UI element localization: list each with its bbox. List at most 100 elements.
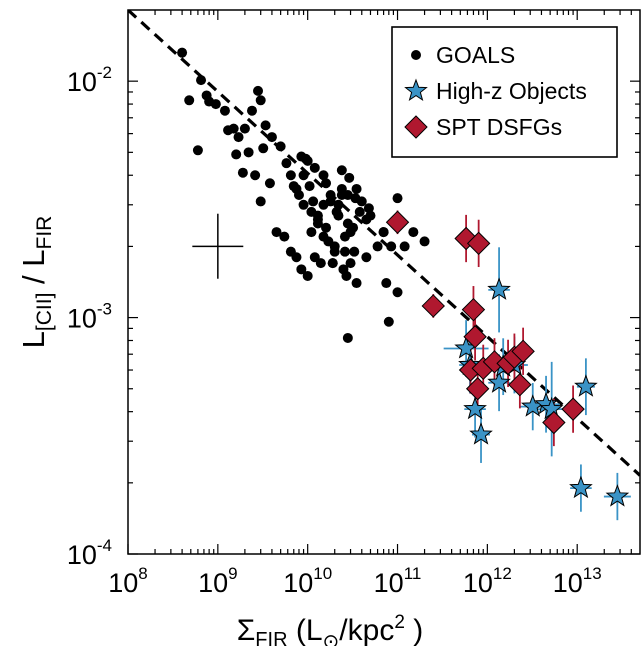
x-tick-label: 109 — [198, 564, 238, 598]
x-tick-base: 10 — [463, 568, 493, 598]
x-label-rest: (L — [288, 614, 323, 646]
x-tick-exp: 11 — [404, 564, 422, 583]
goals-point — [266, 132, 277, 143]
x-tick-label: 1011 — [374, 564, 422, 598]
legend: GOALS High-z Objects SPT DSFGs — [391, 26, 618, 158]
y-label-l1: L — [16, 331, 51, 348]
x-label-unit: /kpc — [339, 614, 394, 646]
goals-point — [302, 270, 313, 281]
y-tick-exp: -2 — [97, 63, 112, 82]
goals-point — [308, 196, 319, 207]
goals-point — [344, 172, 355, 183]
spt-point — [542, 410, 566, 435]
y-label-sub2: FIR — [33, 216, 56, 250]
legend-marker-spt — [404, 115, 428, 139]
goals-point — [318, 170, 329, 181]
spt-point — [461, 297, 486, 322]
goals-point — [271, 227, 282, 238]
goals-point — [419, 236, 430, 247]
y-tick-exp: -4 — [97, 536, 112, 555]
svg-text:ΣFIR (L⊙/kpc2 ): ΣFIR (L⊙/kpc2 ) — [237, 612, 423, 646]
x-label-main: Σ — [237, 614, 256, 646]
y-tick-label: 10-2 — [67, 63, 112, 97]
goals-point — [184, 95, 195, 106]
goals-point — [345, 258, 356, 269]
x-axis-label: ΣFIR (L⊙/kpc2 ) — [237, 612, 423, 651]
x-tick-base: 10 — [198, 568, 228, 598]
goals-point — [246, 105, 257, 116]
goals-point — [298, 199, 309, 210]
goals-point — [210, 99, 221, 110]
x-label-odot: ⊙ — [323, 631, 340, 646]
highz-point — [487, 277, 511, 300]
legend-label: High-z Objects — [436, 78, 587, 104]
highz-point — [463, 396, 487, 420]
goals-point — [231, 149, 242, 160]
goals-point — [306, 227, 317, 238]
goals-point — [315, 258, 326, 269]
goals-point — [339, 246, 350, 257]
spt-point — [463, 325, 487, 349]
highz-point — [574, 374, 598, 397]
x-tick-base: 10 — [108, 568, 138, 598]
highz-point — [605, 484, 630, 507]
goals-point — [300, 153, 311, 164]
x-label-close: ) — [405, 614, 423, 646]
goals-point — [228, 123, 239, 134]
x-tick-exp: 9 — [228, 564, 237, 583]
x-tick-exp: 13 — [583, 564, 602, 583]
goals-point — [361, 252, 372, 263]
spt-point — [385, 210, 410, 234]
y-tick-exp: -3 — [97, 300, 112, 319]
y-tick-base: 10 — [67, 67, 97, 97]
y-label-slash: / L — [16, 249, 51, 292]
legend-marker-highz — [404, 78, 428, 102]
x-tick-exp: 8 — [138, 564, 147, 583]
spt-point — [421, 294, 445, 318]
spt-point — [511, 339, 535, 364]
goals-point — [351, 278, 362, 289]
goals-point — [258, 143, 269, 154]
goals-point — [325, 196, 336, 207]
x-label-sub: FIR — [255, 629, 287, 646]
goals-point — [351, 183, 362, 194]
y-tick-label: 10-4 — [67, 536, 112, 570]
goals-point — [408, 227, 419, 238]
goals-point — [255, 95, 266, 106]
spt-point — [466, 231, 491, 256]
goals-point — [296, 264, 307, 275]
goals-point — [288, 181, 299, 192]
x-tick-base: 10 — [374, 568, 404, 598]
x-tick-label: 108 — [108, 564, 148, 598]
goals-point — [233, 132, 244, 143]
goals-point — [392, 193, 403, 204]
goals-point — [363, 203, 374, 214]
goals-point — [239, 123, 250, 134]
x-tick-base: 10 — [553, 568, 583, 598]
goals-point — [281, 158, 292, 169]
goals-point — [264, 178, 275, 189]
y-tick-base: 10 — [67, 540, 97, 570]
goals-point — [383, 316, 394, 327]
goals-point — [291, 252, 302, 263]
goals-point — [333, 199, 344, 210]
goals-point — [275, 141, 286, 152]
fit-line — [128, 10, 640, 477]
goals-point — [399, 241, 410, 252]
goals-point — [237, 167, 248, 178]
goals-point — [192, 145, 203, 156]
goals-point — [260, 120, 271, 131]
x-tick-label: 1010 — [283, 564, 332, 598]
goals-point — [342, 332, 353, 343]
goals-point — [372, 241, 383, 252]
x-tick-label: 1012 — [463, 564, 512, 598]
spt-point — [508, 373, 532, 397]
x-tick-label: 1013 — [553, 564, 602, 598]
highz-point — [469, 422, 493, 445]
goals-point — [177, 47, 188, 58]
goals-point — [306, 206, 317, 217]
y-axis-label: L[CII] / LFIR — [16, 216, 56, 349]
goals-point — [321, 222, 332, 233]
